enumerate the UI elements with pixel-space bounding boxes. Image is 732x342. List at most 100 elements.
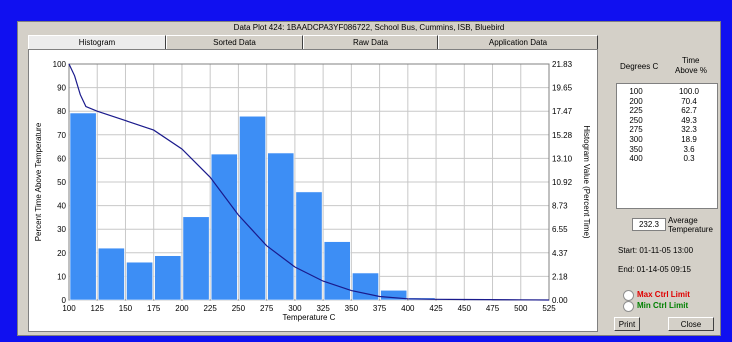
degrees-cell: 225 <box>629 106 643 116</box>
average-temperature-value: 232.3 <box>632 218 666 231</box>
table-row[interactable]: 225 62.7 <box>617 106 717 115</box>
y2-tick-label: 6.55 <box>552 225 568 234</box>
x-tick-label: 400 <box>401 304 415 313</box>
close-button[interactable]: Close <box>668 317 714 331</box>
y-tick-label: 40 <box>57 202 66 211</box>
x-tick-label: 200 <box>175 304 189 313</box>
print-button[interactable]: Print <box>614 317 640 331</box>
percent-cell: 0.3 <box>683 154 695 164</box>
histogram-bar <box>267 152 295 301</box>
percent-cell: 70.4 <box>681 96 697 106</box>
above-header: Above % <box>675 66 708 75</box>
table-row[interactable]: 350 3.6 <box>617 145 717 154</box>
histogram-chart: 0 0.00 10 2.18 20 4.37 30 6.55 40 8.73 50 10.92 60 13… <box>34 60 591 322</box>
histogram-bar <box>69 112 97 301</box>
histogram-bar <box>380 289 408 301</box>
x-tick-label: 375 <box>373 304 387 313</box>
histogram-plot-area: 0 0.00 10 2.18 20 4.37 30 6.55 40 8.73 50 10.92 60 13… <box>28 49 598 332</box>
x-tick-label: 350 <box>345 304 359 313</box>
time-header: Time <box>682 56 700 65</box>
histogram-bar <box>182 216 210 301</box>
tab-raw-data[interactable]: Raw Data <box>303 35 438 49</box>
tab-bar: Histogram Sorted Data Raw Data Applicati… <box>28 35 598 49</box>
x-tick-label: 225 <box>203 304 217 313</box>
x-tick-label: 525 <box>542 304 556 313</box>
histogram-bar <box>239 115 266 301</box>
x-tick-label: 425 <box>429 304 443 313</box>
table-row[interactable]: 100 100.0 <box>617 87 717 96</box>
percent-cell: 100.0 <box>678 87 700 96</box>
degrees-cell: 275 <box>629 125 643 135</box>
y2-tick-label: 8.73 <box>552 202 568 211</box>
table-row[interactable]: 300 18.9 <box>617 135 717 144</box>
histogram-bar <box>154 255 182 301</box>
x-tick-label: 150 <box>119 304 133 313</box>
min-ctrl-limit-marker <box>623 301 634 312</box>
start-time: Start: 01-11-05 13:00 <box>618 246 694 255</box>
y2-tick-label: 2.18 <box>552 272 568 281</box>
tab-sorted-data[interactable]: Sorted Data <box>166 35 303 49</box>
y-tick-label: 10 <box>57 272 66 281</box>
y2-tick-label: 15.28 <box>552 131 573 140</box>
x-tick-label: 125 <box>91 304 105 313</box>
x-tick-label: 450 <box>458 304 472 313</box>
y-tick-label: 100 <box>53 60 67 69</box>
y2-tick-label: 4.37 <box>552 249 568 258</box>
y2-tick-label: 21.83 <box>552 60 573 69</box>
y2-axis-label: Histogram Value (Percent Time) <box>582 125 591 239</box>
max-ctrl-limit-marker <box>623 290 634 301</box>
percent-cell: 62.7 <box>681 106 697 116</box>
x-tick-label: 250 <box>232 304 246 313</box>
y2-tick-label: 13.10 <box>552 154 573 163</box>
histogram-bar <box>126 261 154 301</box>
tab-histogram[interactable]: Histogram <box>28 35 166 49</box>
x-tick-label: 175 <box>147 304 161 313</box>
average-label: Average <box>668 216 698 225</box>
y2-tick-label: 10.92 <box>552 178 573 187</box>
y-axis-label: Percent Time Above Temperature <box>34 122 43 241</box>
max-ctrl-limit-label: Max Ctrl Limit <box>637 290 690 299</box>
degrees-cell: 200 <box>629 96 643 106</box>
degrees-header: Degrees C <box>620 62 659 71</box>
end-time: End: 01-14-05 09:15 <box>618 265 691 274</box>
min-ctrl-limit-label: Min Ctrl Limit <box>637 301 689 310</box>
percent-cell: 3.6 <box>683 144 695 154</box>
x-tick-label: 325 <box>316 304 330 313</box>
y-tick-label: 50 <box>57 178 66 187</box>
x-tick-label: 500 <box>514 304 528 313</box>
y-tick-label: 20 <box>57 249 66 258</box>
temperature-label: Temperature <box>668 225 713 234</box>
y2-tick-label: 19.65 <box>552 84 573 93</box>
degrees-cell: 300 <box>629 135 643 144</box>
y2-tick-label: 17.47 <box>552 107 573 116</box>
y-tick-label: 60 <box>57 154 66 163</box>
x-tick-label: 100 <box>62 304 76 313</box>
percent-cell: 32.3 <box>681 125 697 135</box>
temperature-table[interactable]: 100 100.0 200 70.4 225 62.7 250 49.3 275 32.3 300 1… <box>616 83 718 209</box>
degrees-cell: 250 <box>629 115 643 125</box>
table-row[interactable]: 200 70.4 <box>617 97 717 106</box>
x-tick-label: 300 <box>288 304 302 313</box>
window-title: Data Plot 424: 1BAADCPA3YF086722, School… <box>18 22 720 34</box>
y-tick-label: 0 <box>62 296 67 305</box>
x-tick-label: 275 <box>260 304 274 313</box>
percent-cell: 18.9 <box>681 135 697 144</box>
degrees-cell: 100 <box>629 87 643 96</box>
data-plot-window: Data Plot 424: 1BAADCPA3YF086722, School… <box>17 21 721 336</box>
y-tick-label: 90 <box>57 84 66 93</box>
degrees-cell: 400 <box>629 154 643 164</box>
tab-application-data[interactable]: Application Data <box>438 35 598 49</box>
table-row[interactable]: 250 49.3 <box>617 116 717 125</box>
side-table-header: Degrees C Time Above % <box>616 53 718 83</box>
table-row[interactable]: 275 32.3 <box>617 125 717 134</box>
degrees-cell: 350 <box>629 144 643 154</box>
table-row[interactable]: 400 0.3 <box>617 154 717 163</box>
percent-above-line <box>68 63 550 301</box>
histogram-bar <box>97 247 125 301</box>
x-tick-label: 475 <box>486 304 500 313</box>
percent-cell: 49.3 <box>681 115 697 125</box>
y-tick-label: 70 <box>57 131 66 140</box>
y-tick-label: 30 <box>57 225 66 234</box>
histogram-bar <box>210 153 238 301</box>
histogram-bar <box>323 241 351 301</box>
